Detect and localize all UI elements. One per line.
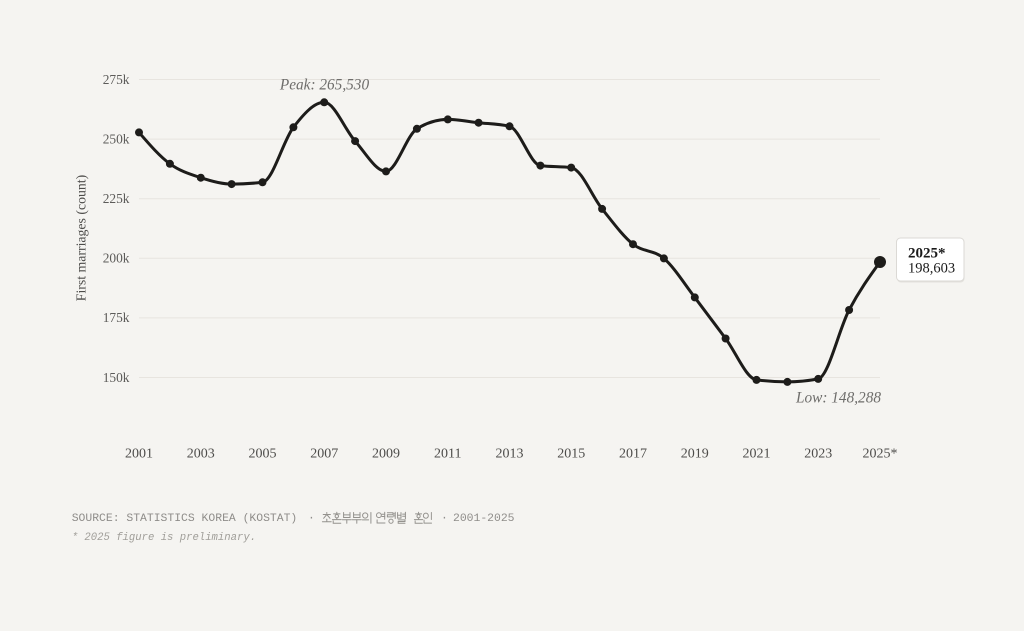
svg-text:2025*: 2025* — [908, 246, 946, 262]
svg-text:2011: 2011 — [434, 447, 461, 462]
svg-text:2017: 2017 — [619, 447, 647, 462]
svg-text:2009: 2009 — [372, 447, 400, 462]
svg-text:·: · — [308, 513, 315, 525]
svg-text:200k: 200k — [103, 251, 130, 266]
svg-text:Low: 148,288: Low: 148,288 — [795, 390, 881, 407]
svg-text:2001: 2001 — [125, 447, 153, 462]
svg-text:2015: 2015 — [557, 447, 585, 462]
svg-text:175k: 175k — [103, 310, 130, 325]
svg-text:2025*: 2025* — [863, 447, 898, 462]
svg-text:198,603: 198,603 — [908, 261, 955, 277]
svg-text:2013: 2013 — [496, 447, 524, 462]
svg-text:2003: 2003 — [187, 447, 215, 462]
svg-text:* 2025 figure is preliminary.: * 2025 figure is preliminary. — [72, 532, 256, 544]
svg-text:2019: 2019 — [681, 447, 709, 462]
svg-text:2005: 2005 — [249, 447, 277, 462]
svg-text:SOURCE: STATISTICS KOREA (KOST: SOURCE: STATISTICS KOREA (KOSTAT) — [72, 513, 298, 525]
svg-text:2021: 2021 — [743, 447, 771, 462]
svg-text:·: · — [441, 513, 448, 525]
svg-text:2007: 2007 — [310, 447, 338, 462]
svg-text:2023: 2023 — [804, 447, 832, 462]
svg-text:2001-2025: 2001-2025 — [453, 513, 515, 525]
svg-text:First marriages (count): First marriages (count) — [74, 175, 90, 301]
svg-text:Peak: 265,530: Peak: 265,530 — [279, 77, 370, 94]
svg-text:150k: 150k — [103, 370, 130, 385]
svg-text:225k: 225k — [103, 191, 130, 206]
svg-text:275k: 275k — [103, 72, 130, 87]
svg-text:250k: 250k — [103, 131, 130, 146]
